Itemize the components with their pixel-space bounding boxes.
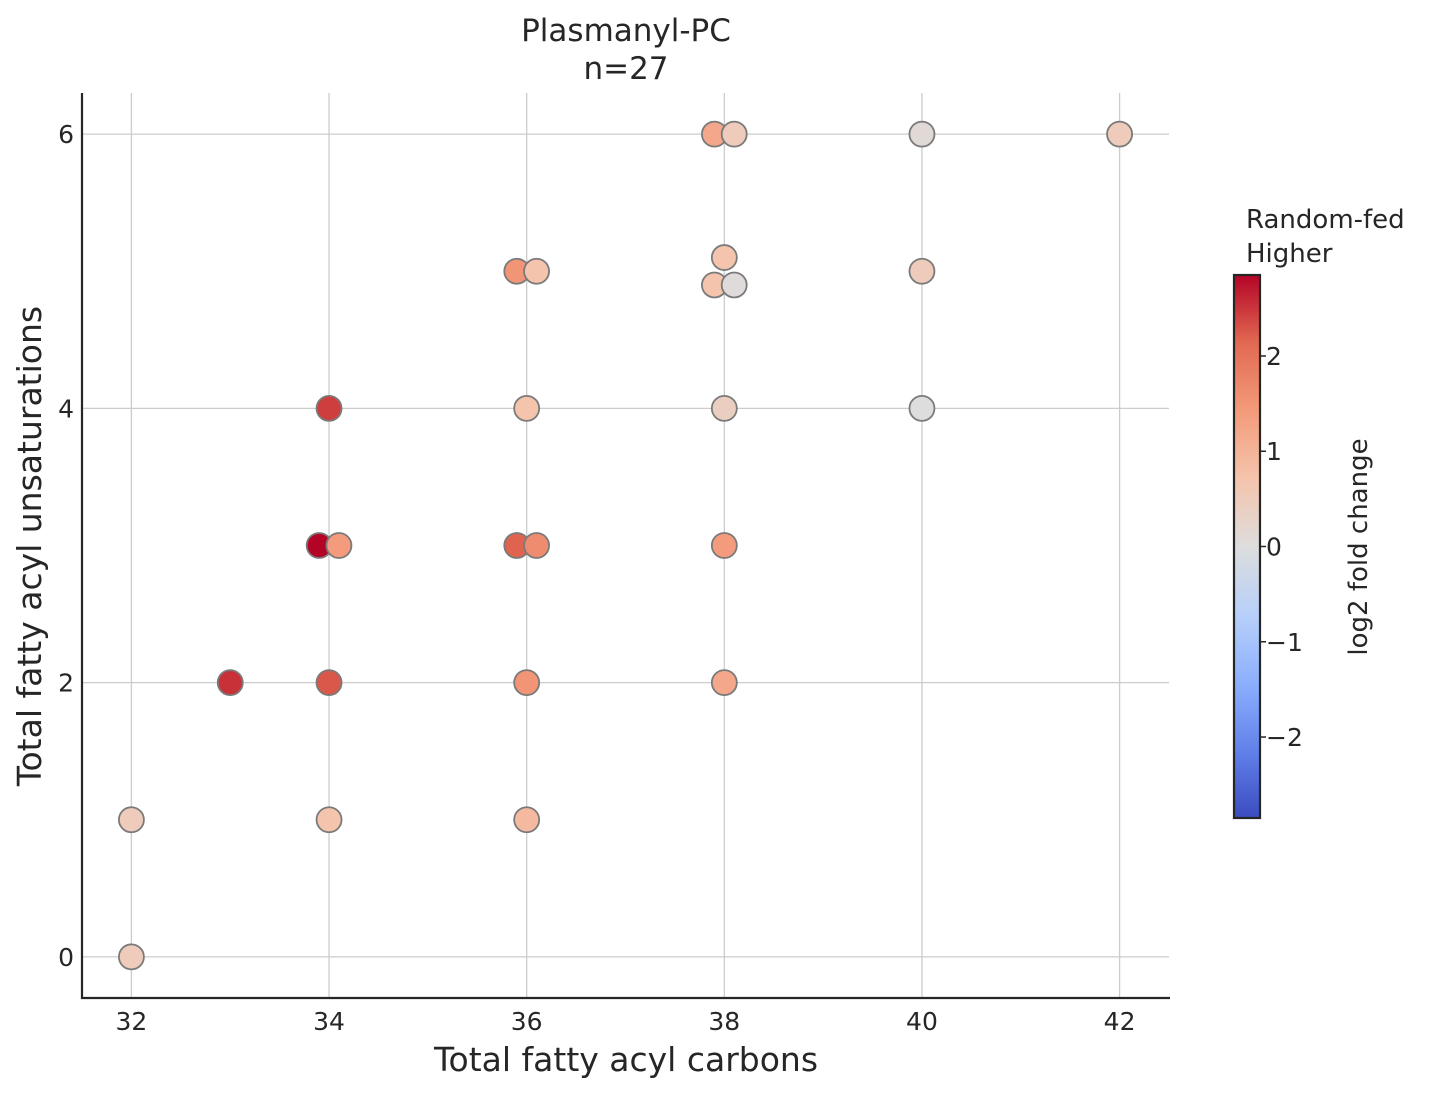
y-tick-label: 4	[58, 394, 74, 423]
x-tick-label: 36	[511, 1007, 543, 1036]
x-axis-label: Total fatty acyl carbons	[433, 1040, 818, 1079]
y-tick-labels: 0 2 4 6	[58, 120, 74, 972]
data-point	[523, 257, 550, 285]
x-tick-labels: 32 34 36 38 40 42	[116, 1007, 1136, 1036]
colorbar-tick-label: −2	[1266, 723, 1303, 752]
data-point	[720, 120, 748, 148]
x-tick-label: 40	[906, 1007, 938, 1036]
x-tick-label: 32	[116, 1007, 148, 1036]
colorbar-tick-label: 1	[1266, 437, 1282, 466]
data-point	[315, 806, 343, 834]
colorbar: Random-fed Higher −2 −1 0 1 2 log2 fold chan…	[1232, 205, 1405, 820]
colorbar-title-line-1: Random-fed	[1246, 205, 1405, 235]
data-point	[325, 532, 353, 559]
y-axis-label: Total fatty acyl unsaturations	[10, 306, 49, 787]
data-point	[908, 394, 936, 422]
colorbar-label: log2 fold change	[1344, 438, 1374, 655]
data-point	[1106, 120, 1133, 148]
colorbar-title-line-2: Higher	[1246, 239, 1333, 269]
y-tick-label: 6	[58, 120, 74, 149]
data-point	[710, 394, 738, 422]
colorbar-gradient	[1232, 273, 1262, 820]
colorbar-tick-label: −1	[1266, 628, 1303, 657]
data-point	[513, 806, 541, 834]
x-tick-label: 42	[1104, 1007, 1136, 1036]
chart-subtitle: n=27	[583, 51, 668, 87]
data-point	[315, 669, 343, 697]
colorbar-tick-label: 2	[1266, 342, 1282, 371]
grid	[82, 93, 1169, 998]
data-point	[720, 271, 748, 299]
colorbar-ticks: −2 −1 0 1 2	[1260, 342, 1303, 752]
data-point	[118, 943, 145, 971]
colorbar-tick-label: 0	[1266, 533, 1282, 562]
y-tick-label: 2	[58, 669, 74, 698]
data-point	[315, 394, 343, 422]
points	[118, 120, 1133, 971]
data-point	[908, 257, 936, 285]
x-tick-label: 38	[708, 1007, 740, 1036]
data-point	[710, 244, 738, 271]
data-point	[710, 669, 738, 697]
data-point	[908, 120, 936, 148]
data-point	[216, 669, 244, 697]
y-tick-label: 0	[58, 943, 74, 972]
data-point	[513, 669, 541, 697]
data-point	[523, 532, 550, 559]
data-point	[710, 532, 738, 559]
data-point	[118, 806, 145, 834]
data-point	[513, 394, 541, 422]
chart-title: Plasmanyl-PC	[521, 13, 731, 49]
x-tick-label: 34	[313, 1007, 345, 1036]
